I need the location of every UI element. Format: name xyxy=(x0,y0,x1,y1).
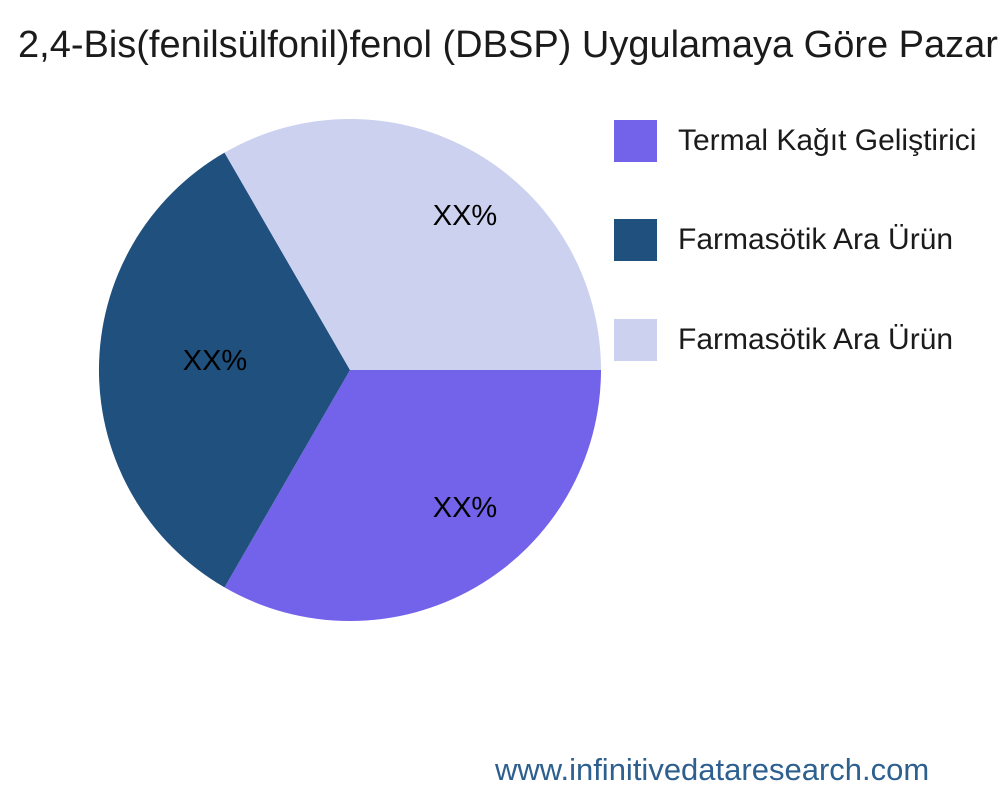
legend-item-farmasotik-2: Farmasötik Ara Ürün xyxy=(614,319,953,361)
legend-item-farmasotik-1: Farmasötik Ara Ürün xyxy=(614,219,953,261)
chart-title: 2,4-Bis(fenilsülfonil)fenol (DBSP) Uygul… xyxy=(18,24,998,66)
legend-swatch-icon xyxy=(614,120,657,162)
legend-item-label: Farmasötik Ara Ürün xyxy=(678,223,954,256)
footer-website-link[interactable]: www.infinitivedataresearch.com xyxy=(495,752,930,787)
pie-slice-2 xyxy=(98,152,350,588)
legend-swatch-icon xyxy=(614,219,657,261)
pie-slice-3 xyxy=(224,118,601,370)
pie-slice-1 xyxy=(224,370,601,622)
legend-item-termal-kagit: Termal Kağıt Geliştirici xyxy=(614,120,976,162)
legend-item-label: Termal Kağıt Geliştirici xyxy=(678,124,977,157)
legend-swatch-icon xyxy=(614,319,657,361)
pie-slice-value-label: XX% xyxy=(433,200,497,232)
legend-item-label: Farmasötik Ara Ürün xyxy=(678,323,954,356)
pie-slice-value-label: XX% xyxy=(433,492,497,524)
pie-slice-value-label: XX% xyxy=(183,345,247,377)
